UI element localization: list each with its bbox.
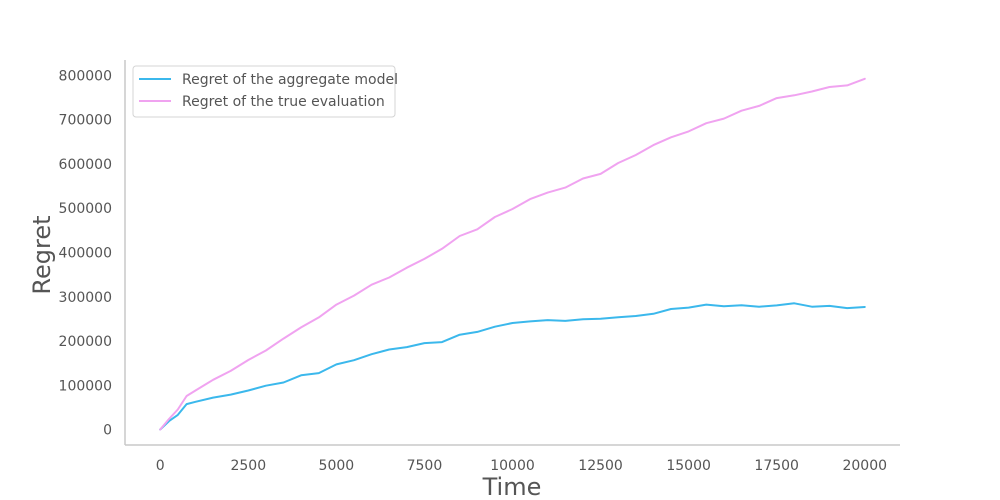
x-tick-label: 15000 [666,458,711,474]
series-line-aggregate-model [159,302,866,431]
y-tick-label: 800000 [59,68,112,84]
x-tick-label: 5000 [319,458,355,474]
x-axis-title: Time [482,473,542,500]
legend: Regret of the aggregate model Regret of … [132,65,398,118]
y-tick-label: 700000 [59,113,112,129]
x-tick-label: 2500 [230,458,266,474]
y-tick-label: 0 [103,423,112,439]
y-axis-title: Regret [28,215,56,294]
x-axis-ticks: 0 2500 5000 7500 10000 12500 15000 17500 20000 [156,458,887,474]
x-tick-label: 12500 [578,458,623,474]
y-tick-label: 600000 [59,157,112,173]
x-tick-label: 20000 [842,458,887,474]
series-lines [159,77,866,431]
legend-label-aggregate-model: Regret of the aggregate model [182,72,398,88]
x-tick-label: 17500 [754,458,799,474]
series-line-true-evaluation [159,77,866,431]
legend-label-true-evaluation: Regret of the true evaluation [182,94,385,110]
y-tick-label: 200000 [59,334,112,350]
y-tick-label: 500000 [59,201,112,217]
y-tick-label: 300000 [59,290,112,306]
y-tick-label: 400000 [59,246,112,262]
y-axis-ticks: 0 100000 200000 300000 400000 500000 600000 700… [59,68,112,438]
x-tick-label: 10000 [490,458,535,474]
legend-box [132,65,396,118]
axis-spines [124,60,900,446]
y-tick-label: 100000 [59,378,112,394]
x-tick-label: 0 [156,458,165,474]
x-tick-label: 7500 [407,458,443,474]
